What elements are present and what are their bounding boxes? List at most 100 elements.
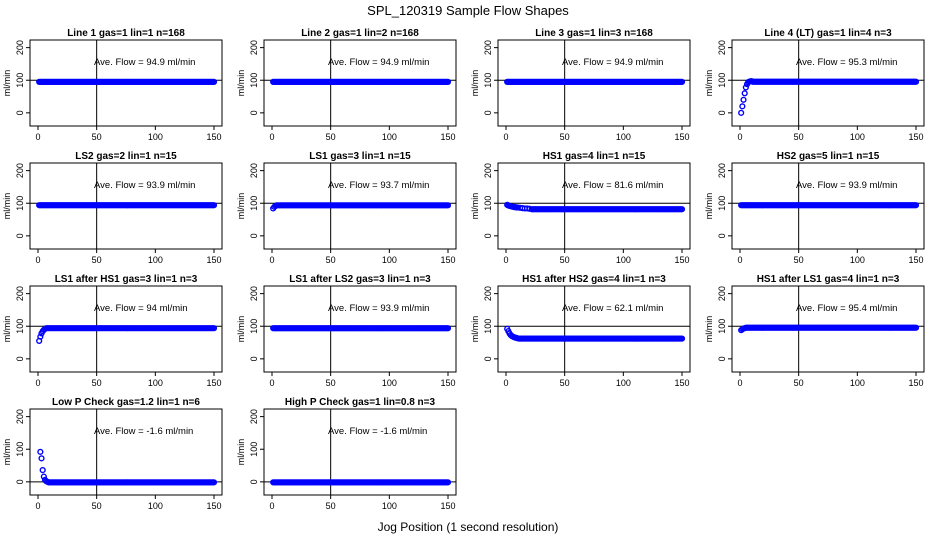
- y-tick-label: 200: [483, 286, 493, 301]
- x-tick-label: 150: [440, 378, 455, 388]
- y-axis-label: ml/min: [470, 193, 480, 220]
- figure-xlabel: Jog Position (1 second resolution): [378, 520, 559, 534]
- data-point: [741, 90, 748, 97]
- x-tick-label: 0: [35, 132, 40, 142]
- y-tick-label: 0: [717, 233, 727, 238]
- data-point: [444, 325, 452, 332]
- y-axis-label: ml/min: [704, 316, 714, 343]
- x-tick-label: 50: [794, 132, 804, 142]
- x-tick-label: 50: [326, 255, 336, 265]
- plot-box: [263, 162, 457, 250]
- average-flow-label: Ave. Flow = 93.9 ml/min: [94, 180, 195, 191]
- x-tick-label: 100: [616, 255, 631, 265]
- x-tick-label: 100: [148, 378, 163, 388]
- panel: Line 1 gas=1 lin=1 n=168 0 50 100 150 0 100 200…: [2, 28, 223, 142]
- x-tick-label: 150: [908, 255, 923, 265]
- x-tick-label: 50: [92, 255, 102, 265]
- y-tick-label: 100: [249, 319, 259, 334]
- plot-box: [731, 285, 925, 373]
- x-tick-label: 50: [92, 378, 102, 388]
- plot-box: [263, 39, 457, 127]
- plot-box: [29, 285, 223, 373]
- y-tick-label: 0: [717, 110, 727, 115]
- x-tick-label: 100: [850, 255, 865, 265]
- x-tick-label: 150: [206, 378, 221, 388]
- data-point: [678, 206, 686, 213]
- average-flow-label: Ave. Flow = 93.9 ml/min: [796, 180, 897, 191]
- y-tick-label: 0: [483, 110, 493, 115]
- y-tick-label: 100: [717, 196, 727, 211]
- x-tick-label: 50: [560, 255, 570, 265]
- y-tick-label: 0: [15, 110, 25, 115]
- panel: LS1 after HS1 gas=3 lin=1 n=3 0 50 100 150 0 1…: [2, 274, 223, 388]
- x-tick-label: 50: [560, 132, 570, 142]
- y-tick-label: 0: [15, 479, 25, 484]
- y-axis-label: ml/min: [2, 439, 12, 466]
- y-tick-label: 200: [15, 40, 25, 55]
- x-tick-label: 50: [794, 255, 804, 265]
- panel-title: HS2 gas=5 lin=1 n=15: [777, 151, 880, 162]
- y-tick-label: 100: [15, 319, 25, 334]
- data-point: [444, 202, 452, 209]
- x-tick-label: 0: [737, 132, 742, 142]
- data-point: [678, 78, 686, 86]
- panel-title: HS1 gas=4 lin=1 n=15: [543, 151, 646, 162]
- panel: Low P Check gas=1.2 lin=1 n=6 0 50 100 150 0 1…: [2, 397, 223, 511]
- panel: HS1 after LS1 gas=4 lin=1 n=3 0 50 100 150 0 1…: [704, 274, 925, 388]
- y-tick-label: 0: [717, 356, 727, 361]
- y-axis-label: ml/min: [236, 439, 246, 466]
- data-point: [444, 78, 452, 86]
- y-tick-label: 200: [717, 286, 727, 301]
- panel: HS1 after HS2 gas=4 lin=1 n=3 0 50 100 150 0 1…: [470, 274, 691, 388]
- average-flow-label: Ave. Flow = 94.9 ml/min: [562, 57, 663, 68]
- x-tick-label: 150: [206, 132, 221, 142]
- x-tick-label: 100: [850, 132, 865, 142]
- y-tick-label: 200: [483, 40, 493, 55]
- panel-title: HS1 after LS1 gas=4 lin=1 n=3: [757, 274, 900, 285]
- y-tick-label: 0: [15, 356, 25, 361]
- x-tick-label: 50: [326, 378, 336, 388]
- panel: LS2 gas=2 lin=1 n=15 0 50 100 150 0 100 200 ml/m…: [2, 151, 223, 265]
- y-tick-label: 0: [249, 110, 259, 115]
- x-tick-label: 150: [440, 255, 455, 265]
- panel: HS2 gas=5 lin=1 n=15 0 50 100 150 0 100 200 ml/m…: [704, 151, 925, 265]
- average-flow-label: Ave. Flow = -1.6 ml/min: [328, 426, 427, 437]
- x-tick-label: 0: [269, 132, 274, 142]
- y-tick-label: 100: [483, 319, 493, 334]
- average-flow-label: Ave. Flow = 93.7 ml/min: [328, 180, 429, 191]
- panel-title: HS1 after HS2 gas=4 lin=1 n=3: [522, 274, 666, 285]
- y-axis-label: ml/min: [704, 193, 714, 220]
- plot-box: [29, 39, 223, 127]
- plot-box: [263, 285, 457, 373]
- x-tick-label: 150: [206, 255, 221, 265]
- average-flow-label: Ave. Flow = 94 ml/min: [94, 303, 188, 314]
- y-axis-label: ml/min: [704, 70, 714, 97]
- x-tick-label: 150: [674, 378, 689, 388]
- panel: Line 2 gas=1 lin=2 n=168 0 50 100 150 0 100 200…: [236, 28, 457, 142]
- x-tick-label: 0: [35, 255, 40, 265]
- plot-box: [731, 39, 925, 127]
- panels: Line 1 gas=1 lin=1 n=168 0 50 100 150 0 100 200…: [2, 28, 925, 511]
- x-tick-label: 100: [148, 501, 163, 511]
- x-tick-label: 150: [674, 132, 689, 142]
- data-point: [210, 202, 218, 209]
- x-tick-label: 100: [382, 501, 397, 511]
- y-tick-label: 100: [15, 442, 25, 457]
- data-point: [37, 448, 44, 455]
- panel: Line 3 gas=1 lin=3 n=168 0 50 100 150 0 100 200…: [470, 28, 691, 142]
- plot-box: [29, 162, 223, 250]
- panel: Line 4 (LT) gas=1 lin=4 n=3 0 50 100 150 0 100…: [704, 28, 925, 142]
- data-point: [210, 325, 218, 332]
- data-point: [37, 333, 44, 340]
- y-tick-label: 200: [717, 163, 727, 178]
- y-tick-label: 100: [483, 196, 493, 211]
- x-tick-label: 100: [382, 378, 397, 388]
- data-point: [210, 479, 218, 486]
- y-tick-label: 200: [717, 40, 727, 55]
- y-tick-label: 200: [249, 409, 259, 424]
- y-axis-label: ml/min: [2, 193, 12, 220]
- data-point: [912, 324, 920, 331]
- y-tick-label: 100: [717, 73, 727, 88]
- x-tick-label: 150: [440, 501, 455, 511]
- x-tick-label: 100: [382, 255, 397, 265]
